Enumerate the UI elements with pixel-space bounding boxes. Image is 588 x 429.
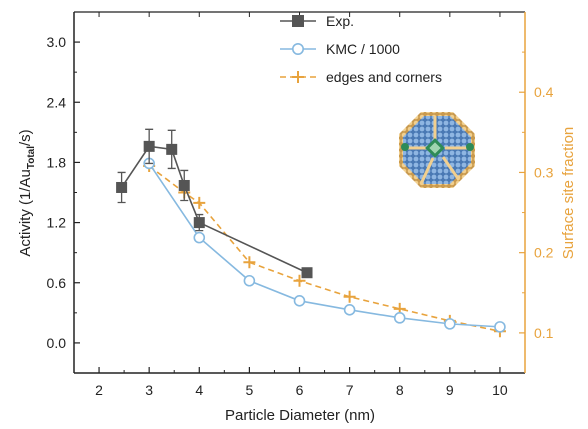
y2-tick-label: 0.2 <box>534 245 554 261</box>
data-point <box>143 140 155 152</box>
legend-item-exp: Exp. <box>280 13 354 29</box>
data-point <box>293 294 306 307</box>
data-point <box>393 312 406 324</box>
data-point <box>343 290 356 303</box>
data-point <box>193 217 205 229</box>
y-tick-label: 2.4 <box>47 94 67 110</box>
y-tick-label: 3.0 <box>47 34 67 50</box>
x-axis-title: Particle Diameter (nm) <box>225 407 375 424</box>
x-tick-label: 9 <box>446 382 454 398</box>
x-tick-label: 8 <box>396 382 404 398</box>
y-tick-label: 0.6 <box>47 275 67 291</box>
legend-item-edges: edges and corners <box>280 69 442 85</box>
y-tick-label: 1.2 <box>47 215 67 231</box>
series-layer <box>116 128 506 338</box>
x-tick-label: 5 <box>245 382 253 398</box>
series-line-exp <box>120 145 308 274</box>
legend: Exp. KMC / 1000 edges and corners <box>280 13 442 85</box>
y-axis-title: Activity (1/AuTotal/s) <box>17 129 37 256</box>
data-point <box>178 179 190 191</box>
y2-tick-label: 0.1 <box>534 325 554 341</box>
y-tick-label: 0.0 <box>47 335 67 351</box>
data-point <box>193 196 206 209</box>
y-tick-label: 1.8 <box>47 154 67 170</box>
data-point <box>116 181 128 193</box>
data-point <box>166 143 178 155</box>
legend-item-kmc: KMC / 1000 <box>280 41 400 57</box>
data-point <box>343 304 356 316</box>
nanoparticle-icon <box>399 112 475 188</box>
x-tick-label: 3 <box>145 382 153 398</box>
data-point <box>193 231 206 244</box>
x-tick-label: 2 <box>95 382 103 398</box>
x-ticks: 2 3 4 5 6 7 8 9 10 <box>95 12 508 398</box>
data-point <box>494 321 506 333</box>
data-point <box>293 274 306 287</box>
legend-marker-kmc <box>291 42 304 55</box>
series-line-edges-and-corners <box>148 165 501 333</box>
x-tick-label: 6 <box>296 382 304 398</box>
data-point <box>444 318 456 330</box>
y2-axis-title: Surface site fraction <box>560 127 577 260</box>
legend-label-edges: edges and corners <box>326 69 442 85</box>
x-tick-label: 4 <box>195 382 203 398</box>
y2-ticks: 0.1 0.2 0.3 0.4 <box>519 51 554 374</box>
legend-label-kmc: KMC / 1000 <box>326 41 400 57</box>
y-ticks: 0.0 0.6 1.2 1.8 2.4 3.0 <box>47 34 80 374</box>
legend-label-exp: Exp. <box>326 13 354 29</box>
legend-marker-edges <box>292 71 304 83</box>
data-point <box>301 267 313 279</box>
x-tick-label: 10 <box>492 382 508 398</box>
y2-tick-label: 0.3 <box>534 164 554 180</box>
x-tick-label: 7 <box>346 382 354 398</box>
y2-tick-label: 0.4 <box>534 84 554 100</box>
data-point <box>243 256 256 269</box>
data-point <box>243 274 256 287</box>
series-line-kmc-1000 <box>148 162 500 328</box>
legend-marker-exp <box>292 15 304 27</box>
